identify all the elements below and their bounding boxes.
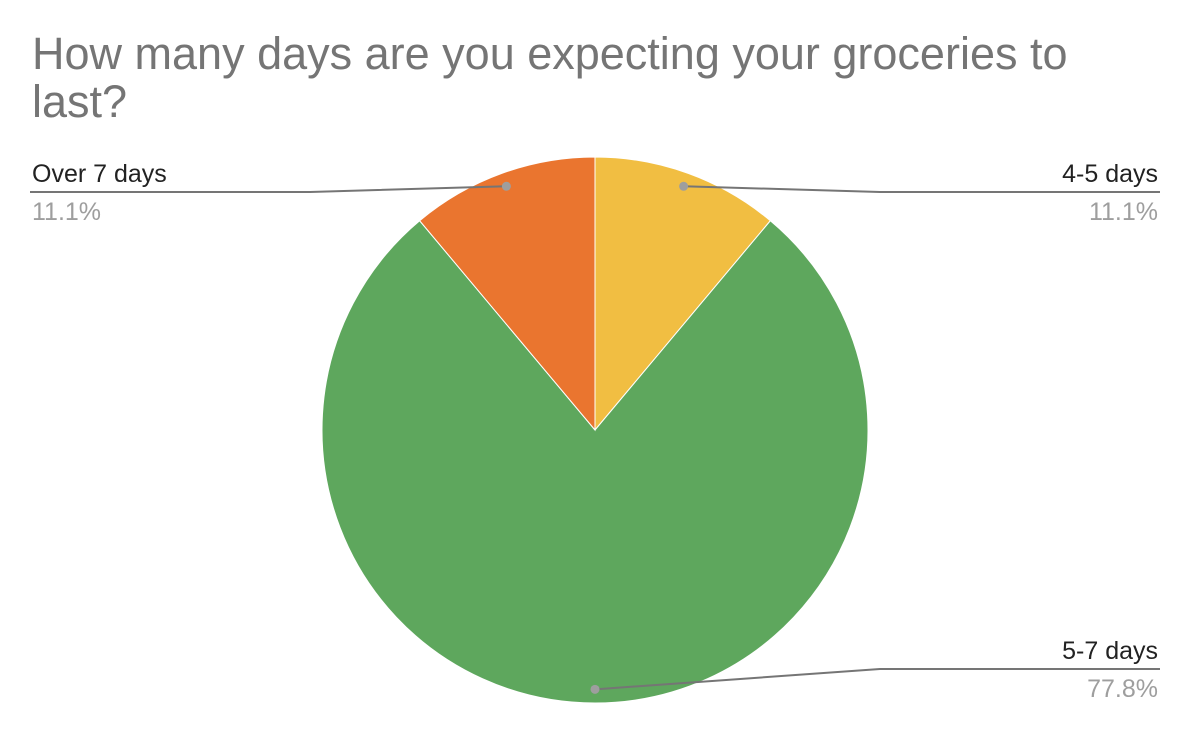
pie-slice-4-5-days[interactable]	[594, 156, 772, 432]
slice-label-5-7-days: 5-7 days	[1062, 637, 1158, 665]
slice-labels: 4-5 days 11.1% 5-7 days 77.8% Over 7 days 11.…	[32, 160, 1158, 703]
pie-slice-5-7-days[interactable]	[321, 220, 869, 704]
chart-title: How many days are you expecting your gro…	[32, 28, 1068, 127]
slice-label-4-5-days: 4-5 days	[1062, 160, 1158, 188]
slice-label-over-7-days: Over 7 days	[32, 160, 167, 188]
slice-percent-over-7-days: 11.1%	[32, 198, 101, 226]
leader-dot-4-5-days	[679, 181, 689, 191]
leader-line-over-7-days	[30, 185, 507, 193]
leader-line-4-5-days	[683, 185, 1160, 193]
leader-dot-over-7-days	[501, 181, 511, 191]
slice-percent-4-5-days: 11.1%	[1089, 198, 1158, 226]
slice-percent-5-7-days: 77.8%	[1087, 675, 1158, 703]
leader-dot-5-7-days	[590, 684, 600, 694]
pie-slices	[321, 156, 869, 704]
leader-line-5-7-days	[594, 668, 1160, 691]
leader-lines	[30, 181, 1160, 694]
pie-slice-over-7-days[interactable]	[418, 156, 596, 432]
